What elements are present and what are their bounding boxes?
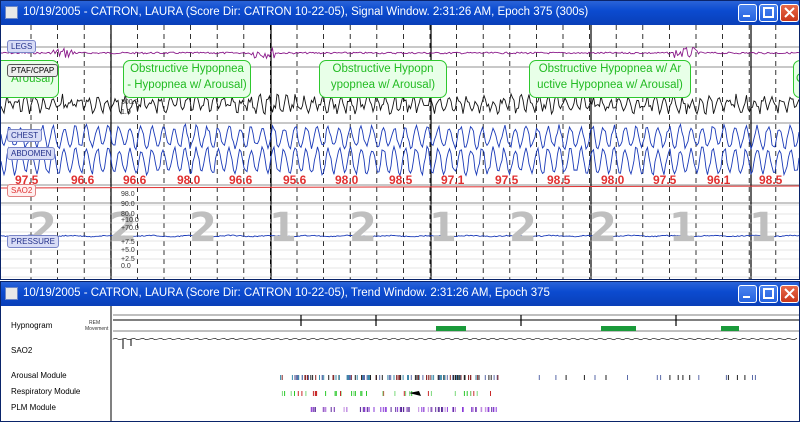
event-line2: - Hypopnea w/ Arousal) [127, 79, 247, 91]
scale-label: +5.0 [121, 247, 135, 254]
scale-label: 98.0 [121, 191, 135, 198]
trend-window: 10/19/2005 - CATRON, LAURA (Score Dir: C… [0, 281, 800, 422]
scale-label: +2.5 [121, 256, 135, 263]
event-line2: ypopnea w/ Arousal) [330, 79, 436, 91]
event-box[interactable]: Obstructive Hypopnea w/ Ar uctive Hypopne… [529, 60, 691, 98]
channel-label-legs[interactable]: LEGS [7, 40, 37, 53]
pressure-trace [1, 234, 799, 238]
channel-label-chest[interactable]: CHEST [7, 129, 43, 142]
ptaf-trace [1, 92, 799, 116]
scale-label: 0.0 [121, 263, 131, 270]
sleep-stage: 2 [189, 205, 217, 251]
close-button[interactable] [780, 285, 799, 303]
minimize-button[interactable] [738, 4, 757, 22]
event-line1: O [794, 71, 799, 87]
legs-trace [1, 46, 799, 60]
sleep-stage: 1 [429, 205, 457, 251]
hyp-sub-label: Movement [85, 326, 109, 332]
sao2-value: 98.5 [547, 173, 571, 187]
trend-label-respiratory: Respiratory Module [11, 387, 81, 396]
close-button[interactable] [780, 4, 799, 22]
sao2-value: 98.0 [335, 173, 359, 187]
channel-label-abdomen[interactable]: ABDOMEN [7, 147, 56, 160]
scale-label: 1.0 [121, 109, 131, 116]
sao2-value: 97.5 [495, 173, 519, 187]
event-box[interactable]: O [793, 60, 799, 98]
sleep-stage: 2 [589, 205, 617, 251]
signal-window-title: 10/19/2005 - CATRON, LAURA (Score Dir: C… [23, 6, 589, 18]
sao2-value: 98.0 [601, 173, 625, 187]
rem-block [436, 326, 466, 331]
trend-label-sao2: SAO2 [11, 346, 33, 355]
channel-label-ptaf[interactable]: PTAF/CPAP [7, 64, 59, 77]
sleep-stage: 1 [269, 205, 297, 251]
channel-label-pressure[interactable]: PRESSURE [7, 235, 60, 248]
scale-label: +7.5 [121, 239, 135, 246]
trend-label-hypnogram: Hypnogram [11, 321, 53, 330]
trend-window-titlebar[interactable]: 10/19/2005 - CATRON, LAURA (Score Dir: C… [1, 282, 799, 306]
trend-label-plm: PLM Module [11, 403, 56, 412]
abdomen-trace [1, 144, 799, 177]
trend-label-arousal: Arousal Module [11, 371, 67, 380]
sao2-value: 97.5 [15, 173, 39, 187]
sleep-stage: 2 [509, 205, 537, 251]
app-icon [5, 287, 18, 300]
hyp-sub-label: REM [89, 320, 101, 326]
signal-window: 10/19/2005 - CATRON, LAURA (Score Dir: C… [0, 0, 800, 280]
sao2-value: 96.6 [229, 173, 253, 187]
sao2-value: 96.6 [71, 173, 95, 187]
sao2-value: 96.1 [707, 173, 731, 187]
event-line2: uctive Hypopnea w/ Arousal) [537, 79, 683, 91]
event-line1: Obstructive Hypopnea [130, 63, 244, 75]
event-box[interactable]: Obstructive Hypopnea - Hypopnea w/ Arousa… [123, 60, 251, 98]
channel-label-sao2[interactable]: SAO2 [7, 184, 37, 197]
resp-marker [409, 391, 421, 396]
rem-block [721, 326, 739, 331]
sao2-value: 97.1 [441, 173, 465, 187]
trend-traces [81, 306, 799, 421]
scale-label: +70.0 [121, 225, 139, 232]
sao2-value: 98.5 [759, 173, 783, 187]
scale-label: 90.0 [121, 201, 135, 208]
scale-label: 300.0 [121, 99, 139, 106]
sleep-stage: 2 [109, 205, 137, 251]
app-icon [5, 6, 18, 19]
rem-block [601, 326, 636, 331]
signal-window-titlebar[interactable]: 10/19/2005 - CATRON, LAURA (Score Dir: C… [1, 1, 799, 25]
chest-trace [1, 123, 799, 152]
event-box[interactable]: Obstructive Hypopn ypopnea w/ Arousal) [319, 60, 447, 98]
sao2-value: 98.5 [389, 173, 413, 187]
sao2-trace [1, 185, 799, 189]
minimize-button[interactable] [738, 285, 757, 303]
sao2-value: 96.6 [123, 173, 147, 187]
sleep-stage: 1 [669, 205, 697, 251]
sao2-trend [112, 337, 798, 341]
signal-traces [1, 25, 799, 279]
sao2-value: 98.0 [177, 173, 201, 187]
trend-plot-area[interactable]: Hypnogram SAO2 Arousal Module Respirator… [1, 306, 799, 421]
event-line1: Obstructive Hypopn [332, 63, 434, 75]
scale-label: +10.0 [121, 217, 139, 224]
event-line1: Obstructive Hypopnea w/ Ar [538, 63, 682, 75]
scale-label: 80.0 [121, 211, 135, 218]
sleep-stage: 2 [349, 205, 377, 251]
sleep-stage: 1 [749, 205, 777, 251]
sao2-value: 97.5 [653, 173, 677, 187]
trend-window-title: 10/19/2005 - CATRON, LAURA (Score Dir: C… [23, 287, 550, 299]
maximize-button[interactable] [759, 285, 778, 303]
maximize-button[interactable] [759, 4, 778, 22]
sao2-value: 95.6 [283, 173, 307, 187]
